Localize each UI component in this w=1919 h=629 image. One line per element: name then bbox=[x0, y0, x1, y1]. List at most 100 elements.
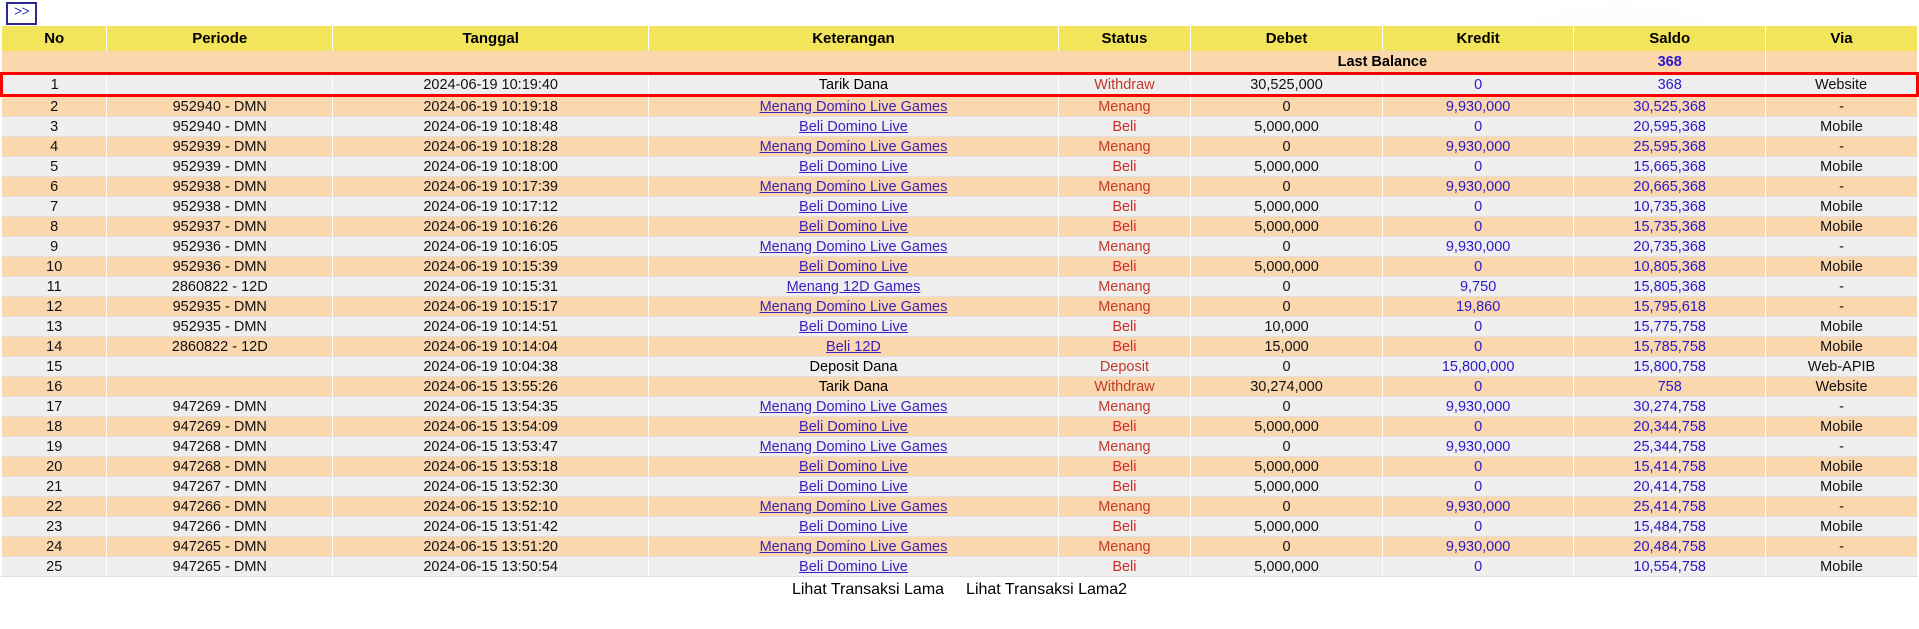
column-header-tanggal[interactable]: Tanggal bbox=[332, 26, 650, 51]
keterangan-link[interactable]: Menang Domino Live Games bbox=[759, 178, 948, 195]
cell-periode: 947265 - DMN bbox=[106, 536, 334, 557]
column-header-periode[interactable]: Periode bbox=[106, 26, 334, 51]
column-header-saldo[interactable]: Saldo bbox=[1573, 26, 1767, 51]
cell-tanggal: 2024-06-19 10:16:05 bbox=[332, 236, 650, 257]
keterangan-link[interactable]: Beli 12D bbox=[826, 338, 881, 355]
cell-kredit: 0 bbox=[1381, 116, 1575, 137]
keterangan-link[interactable]: Menang Domino Live Games bbox=[759, 498, 948, 515]
keterangan-link[interactable]: Beli Domino Live bbox=[799, 258, 908, 275]
cell-saldo: 20,595,368 bbox=[1573, 116, 1767, 137]
cell-saldo: 15,484,758 bbox=[1573, 516, 1767, 537]
cell-debet: 0 bbox=[1190, 296, 1383, 317]
status-badge: Beli bbox=[1112, 158, 1137, 175]
cell-periode: 952940 - DMN bbox=[106, 95, 334, 117]
keterangan-link[interactable]: Beli Domino Live bbox=[799, 158, 908, 175]
cell-saldo: 15,785,758 bbox=[1573, 336, 1767, 357]
table-row: 17 947269 - DMN 2024-06-15 13:54:35 Menang … bbox=[0, 396, 1918, 417]
column-header-status[interactable]: Status bbox=[1057, 26, 1192, 51]
cell-keterangan: Menang Domino Live Games bbox=[648, 136, 1059, 157]
cell-saldo: 15,665,368 bbox=[1573, 156, 1767, 177]
keterangan-link[interactable]: Menang Domino Live Games bbox=[759, 398, 948, 415]
status-badge: Menang bbox=[1098, 398, 1151, 415]
cell-debet: 10,000 bbox=[1190, 316, 1383, 337]
cell-periode: 952940 - DMN bbox=[106, 116, 334, 137]
cell-periode: 947269 - DMN bbox=[106, 396, 334, 417]
cell-status: Withdraw bbox=[1057, 72, 1192, 97]
status-badge: Menang bbox=[1098, 538, 1151, 555]
keterangan-link[interactable]: Beli Domino Live bbox=[799, 558, 908, 575]
link-lihat-transaksi-lama[interactable]: Lihat Transaksi Lama bbox=[791, 581, 945, 598]
cell-status: Menang bbox=[1057, 396, 1192, 417]
cell-periode: 947265 - DMN bbox=[106, 556, 334, 577]
cell-tanggal: 2024-06-15 13:50:54 bbox=[332, 556, 650, 577]
cell-keterangan: Beli Domino Live bbox=[648, 116, 1059, 137]
keterangan-link[interactable]: Beli Domino Live bbox=[799, 518, 908, 535]
status-badge: Beli bbox=[1112, 418, 1137, 435]
cell-saldo: 25,595,368 bbox=[1573, 136, 1767, 157]
keterangan-link[interactable]: Beli Domino Live bbox=[799, 318, 908, 335]
cell-periode: 947266 - DMN bbox=[106, 516, 334, 537]
cell-no: 22 bbox=[0, 496, 108, 517]
cell-via: Website bbox=[1765, 72, 1919, 97]
keterangan-link[interactable]: Menang 12D Games bbox=[786, 278, 921, 295]
table-header-row: No Periode Tanggal Keterangan Status Deb… bbox=[0, 26, 1918, 51]
cell-no: 21 bbox=[0, 476, 108, 497]
status-badge: Deposit bbox=[1099, 358, 1149, 375]
column-header-no[interactable]: No bbox=[0, 26, 108, 51]
column-header-keterangan[interactable]: Keterangan bbox=[648, 26, 1059, 51]
cell-via: - bbox=[1765, 176, 1918, 197]
cell-via: - bbox=[1765, 296, 1918, 317]
cell-tanggal: 2024-06-15 13:53:47 bbox=[332, 436, 650, 457]
cell-periode: 952935 - DMN bbox=[106, 296, 334, 317]
cell-kredit: 0 bbox=[1381, 196, 1575, 217]
column-header-kredit[interactable]: Kredit bbox=[1381, 26, 1575, 51]
cell-via: Mobile bbox=[1765, 256, 1918, 277]
cell-kredit: 19,860 bbox=[1381, 296, 1575, 317]
cell-debet: 0 bbox=[1190, 356, 1383, 377]
column-header-via[interactable]: Via bbox=[1765, 26, 1918, 51]
cell-periode: 947268 - DMN bbox=[106, 456, 334, 477]
cell-periode: 952937 - DMN bbox=[106, 216, 334, 237]
keterangan-link[interactable]: Beli Domino Live bbox=[799, 118, 908, 135]
keterangan-link[interactable]: Menang Domino Live Games bbox=[759, 538, 948, 555]
keterangan-link[interactable]: Beli Domino Live bbox=[799, 418, 908, 435]
cell-periode: 947268 - DMN bbox=[106, 436, 334, 457]
cell-saldo: 15,805,368 bbox=[1573, 276, 1767, 297]
keterangan-link[interactable]: Menang Domino Live Games bbox=[759, 138, 948, 155]
cell-debet: 5,000,000 bbox=[1190, 416, 1383, 437]
last-balance-via bbox=[1765, 51, 1918, 74]
cell-keterangan: Tarik Dana bbox=[648, 72, 1059, 97]
cell-kredit: 0 bbox=[1381, 416, 1575, 437]
cell-via: - bbox=[1765, 436, 1918, 457]
cell-saldo: 30,274,758 bbox=[1573, 396, 1767, 417]
keterangan-link[interactable]: Menang Domino Live Games bbox=[759, 238, 948, 255]
keterangan-link[interactable]: Beli Domino Live bbox=[799, 198, 908, 215]
keterangan-link[interactable]: Beli Domino Live bbox=[799, 458, 908, 475]
column-header-debet[interactable]: Debet bbox=[1190, 26, 1383, 51]
link-lihat-transaksi-lama2[interactable]: Lihat Transaksi Lama2 bbox=[966, 581, 1128, 598]
next-page-button[interactable]: >> bbox=[6, 2, 38, 25]
keterangan-link[interactable]: Beli Domino Live bbox=[799, 218, 908, 235]
cell-kredit: 9,930,000 bbox=[1381, 436, 1575, 457]
cell-no: 4 bbox=[0, 136, 108, 157]
cell-tanggal: 2024-06-15 13:51:20 bbox=[332, 536, 650, 557]
table-row: 8 952937 - DMN 2024-06-19 10:16:26 Beli Dom… bbox=[0, 216, 1918, 237]
table-row: 18 947269 - DMN 2024-06-15 13:54:09 Beli Do… bbox=[0, 416, 1918, 437]
cell-debet: 5,000,000 bbox=[1190, 196, 1383, 217]
cell-no: 2 bbox=[0, 95, 108, 117]
cell-no: 25 bbox=[0, 556, 108, 577]
cell-no: 6 bbox=[0, 176, 108, 197]
cell-tanggal: 2024-06-19 10:15:17 bbox=[332, 296, 650, 317]
cell-no: 11 bbox=[0, 276, 108, 297]
cell-saldo: 10,735,368 bbox=[1573, 196, 1767, 217]
keterangan-link[interactable]: Beli Domino Live bbox=[799, 478, 908, 495]
cell-debet: 0 bbox=[1190, 536, 1383, 557]
keterangan-link[interactable]: Menang Domino Live Games bbox=[759, 298, 948, 315]
keterangan-link[interactable]: Menang Domino Live Games bbox=[759, 438, 948, 455]
cell-kredit: 0 bbox=[1381, 556, 1575, 577]
cell-keterangan: Menang 12D Games bbox=[648, 276, 1059, 297]
cell-via: - bbox=[1765, 396, 1918, 417]
cell-kredit: 0 bbox=[1381, 156, 1575, 177]
last-balance-row: Last Balance 368 bbox=[0, 51, 1918, 74]
keterangan-link[interactable]: Menang Domino Live Games bbox=[759, 98, 948, 115]
